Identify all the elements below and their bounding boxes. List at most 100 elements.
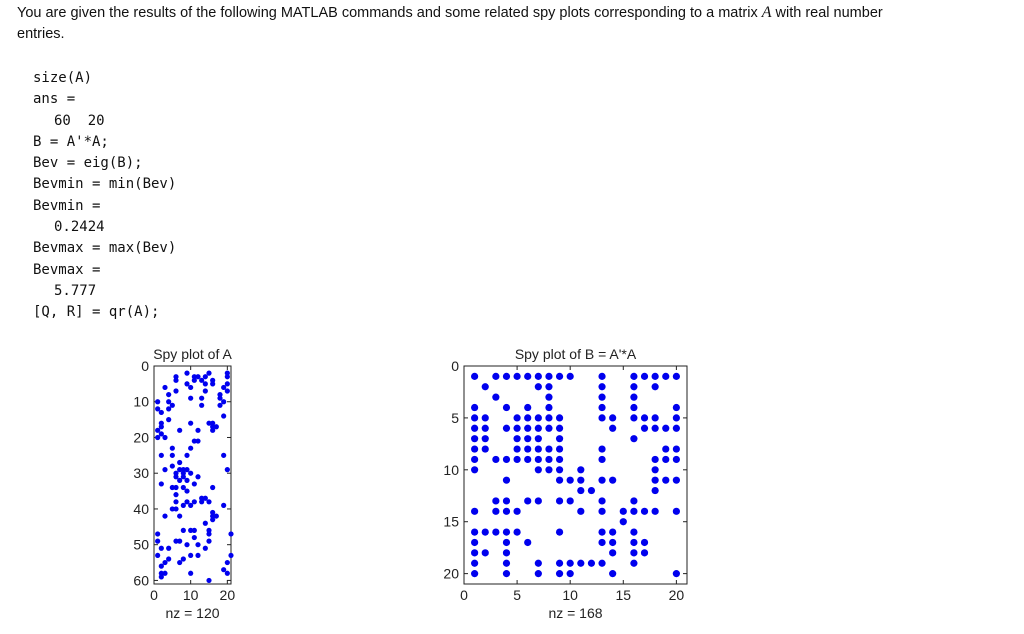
spy-marker: [534, 455, 542, 464]
spy-marker: [166, 399, 172, 405]
spy-marker: [155, 399, 161, 405]
spy-marker: [199, 499, 205, 505]
spy-marker: [471, 507, 479, 515]
spy-marker: [202, 545, 208, 551]
spy-marker: [184, 542, 190, 548]
spy-marker: [524, 435, 532, 443]
spy-marker: [524, 538, 532, 547]
spy-marker: [184, 499, 190, 505]
spy-marker: [195, 552, 201, 559]
spy-marker: [630, 393, 638, 401]
spy-marker: [651, 507, 659, 515]
spy-marker: [158, 570, 164, 576]
spy-marker: [630, 549, 638, 557]
spy-marker: [630, 372, 638, 380]
spy-marker: [492, 507, 500, 515]
intro-text-1: You are given the results of the followi…: [17, 5, 762, 21]
spy-marker: [471, 528, 479, 536]
x-tick-label: 20: [669, 587, 685, 603]
spy-marker: [502, 528, 511, 536]
spy-marker: [188, 420, 194, 426]
plot-title: Spy plot of B = A'*A: [515, 346, 637, 362]
spy-marker: [524, 403, 532, 412]
spy-marker: [166, 417, 172, 423]
spy-marker: [173, 470, 179, 476]
spy-marker: [545, 372, 553, 380]
spy-marker: [206, 527, 212, 533]
spy-marker: [158, 420, 164, 426]
spy-marker: [221, 399, 227, 405]
spy-marker: [206, 577, 212, 584]
spy-marker: [213, 424, 219, 430]
spy-marker: [651, 372, 659, 380]
spy-marker: [199, 377, 205, 383]
spy-marker: [166, 406, 172, 412]
spy-marker: [598, 372, 606, 380]
spy-marker: [555, 424, 564, 432]
spy-marker: [672, 445, 680, 453]
y-tick-label: 30: [133, 465, 149, 481]
spy-marker: [202, 388, 208, 394]
spy-marker: [169, 463, 175, 469]
code-command-line: Bev = eig(B);: [33, 155, 143, 172]
spy-marker: [206, 538, 212, 544]
spy-marker: [169, 452, 175, 458]
spy-marker: [155, 427, 161, 433]
spy-marker: [162, 467, 168, 473]
spy-marker: [555, 497, 564, 505]
spy-marker: [502, 372, 511, 380]
spy-marker: [206, 531, 212, 537]
code-command-line: B = A'*A;: [33, 133, 109, 150]
spy-marker: [173, 506, 179, 512]
spy-marker: [672, 507, 680, 515]
spy-marker: [199, 495, 205, 501]
spy-marker: [221, 452, 227, 458]
spy-marker: [672, 403, 680, 412]
spy-marker: [598, 445, 606, 453]
spy-marker: [158, 424, 164, 430]
spy-marker: [545, 424, 553, 432]
spy-marker: [180, 484, 186, 491]
spy-marker: [598, 507, 606, 515]
spy-marker: [224, 370, 230, 376]
spy-marker: [609, 424, 617, 432]
spy-marker: [640, 372, 649, 380]
spy-marker: [195, 542, 201, 548]
spy-marker: [213, 513, 219, 519]
spy-marker: [173, 538, 179, 544]
x-tick-label: 15: [615, 587, 631, 603]
spy-marker: [598, 403, 606, 412]
spy-marker: [155, 531, 161, 537]
spy-marker: [513, 455, 521, 464]
y-tick-label: 60: [133, 572, 149, 588]
spy-marker: [651, 414, 659, 422]
spy-marker: [166, 556, 172, 562]
spy-marker: [221, 502, 227, 508]
spy-marker: [587, 559, 596, 567]
spy-marker: [502, 403, 511, 412]
spy-marker: [598, 414, 606, 422]
spy-marker: [630, 538, 638, 547]
spy-marker: [534, 559, 542, 567]
spy-marker: [577, 559, 585, 567]
matlab-code-block: size(A) ans = 60 20 B = A'*A; Bev = eig(B); B…: [33, 68, 176, 324]
y-tick-label: 15: [443, 514, 459, 530]
spy-marker: [545, 455, 553, 464]
spy-marker: [640, 507, 649, 515]
spy-marker: [492, 455, 500, 464]
spy-marker: [195, 374, 201, 380]
spy-marker: [672, 455, 680, 464]
code-command-line: Bevmax = max(Bev): [33, 240, 177, 257]
spy-marker: [199, 402, 205, 408]
x-tick-label: 0: [150, 587, 158, 603]
spy-marker: [524, 372, 532, 380]
spy-marker: [555, 372, 564, 380]
spy-marker: [162, 513, 168, 519]
spy-marker: [169, 484, 175, 491]
spy-marker: [169, 402, 175, 408]
spy-marker: [555, 445, 564, 453]
spy-marker: [651, 455, 659, 464]
spy-marker: [534, 435, 542, 443]
spy-marker: [162, 559, 168, 566]
